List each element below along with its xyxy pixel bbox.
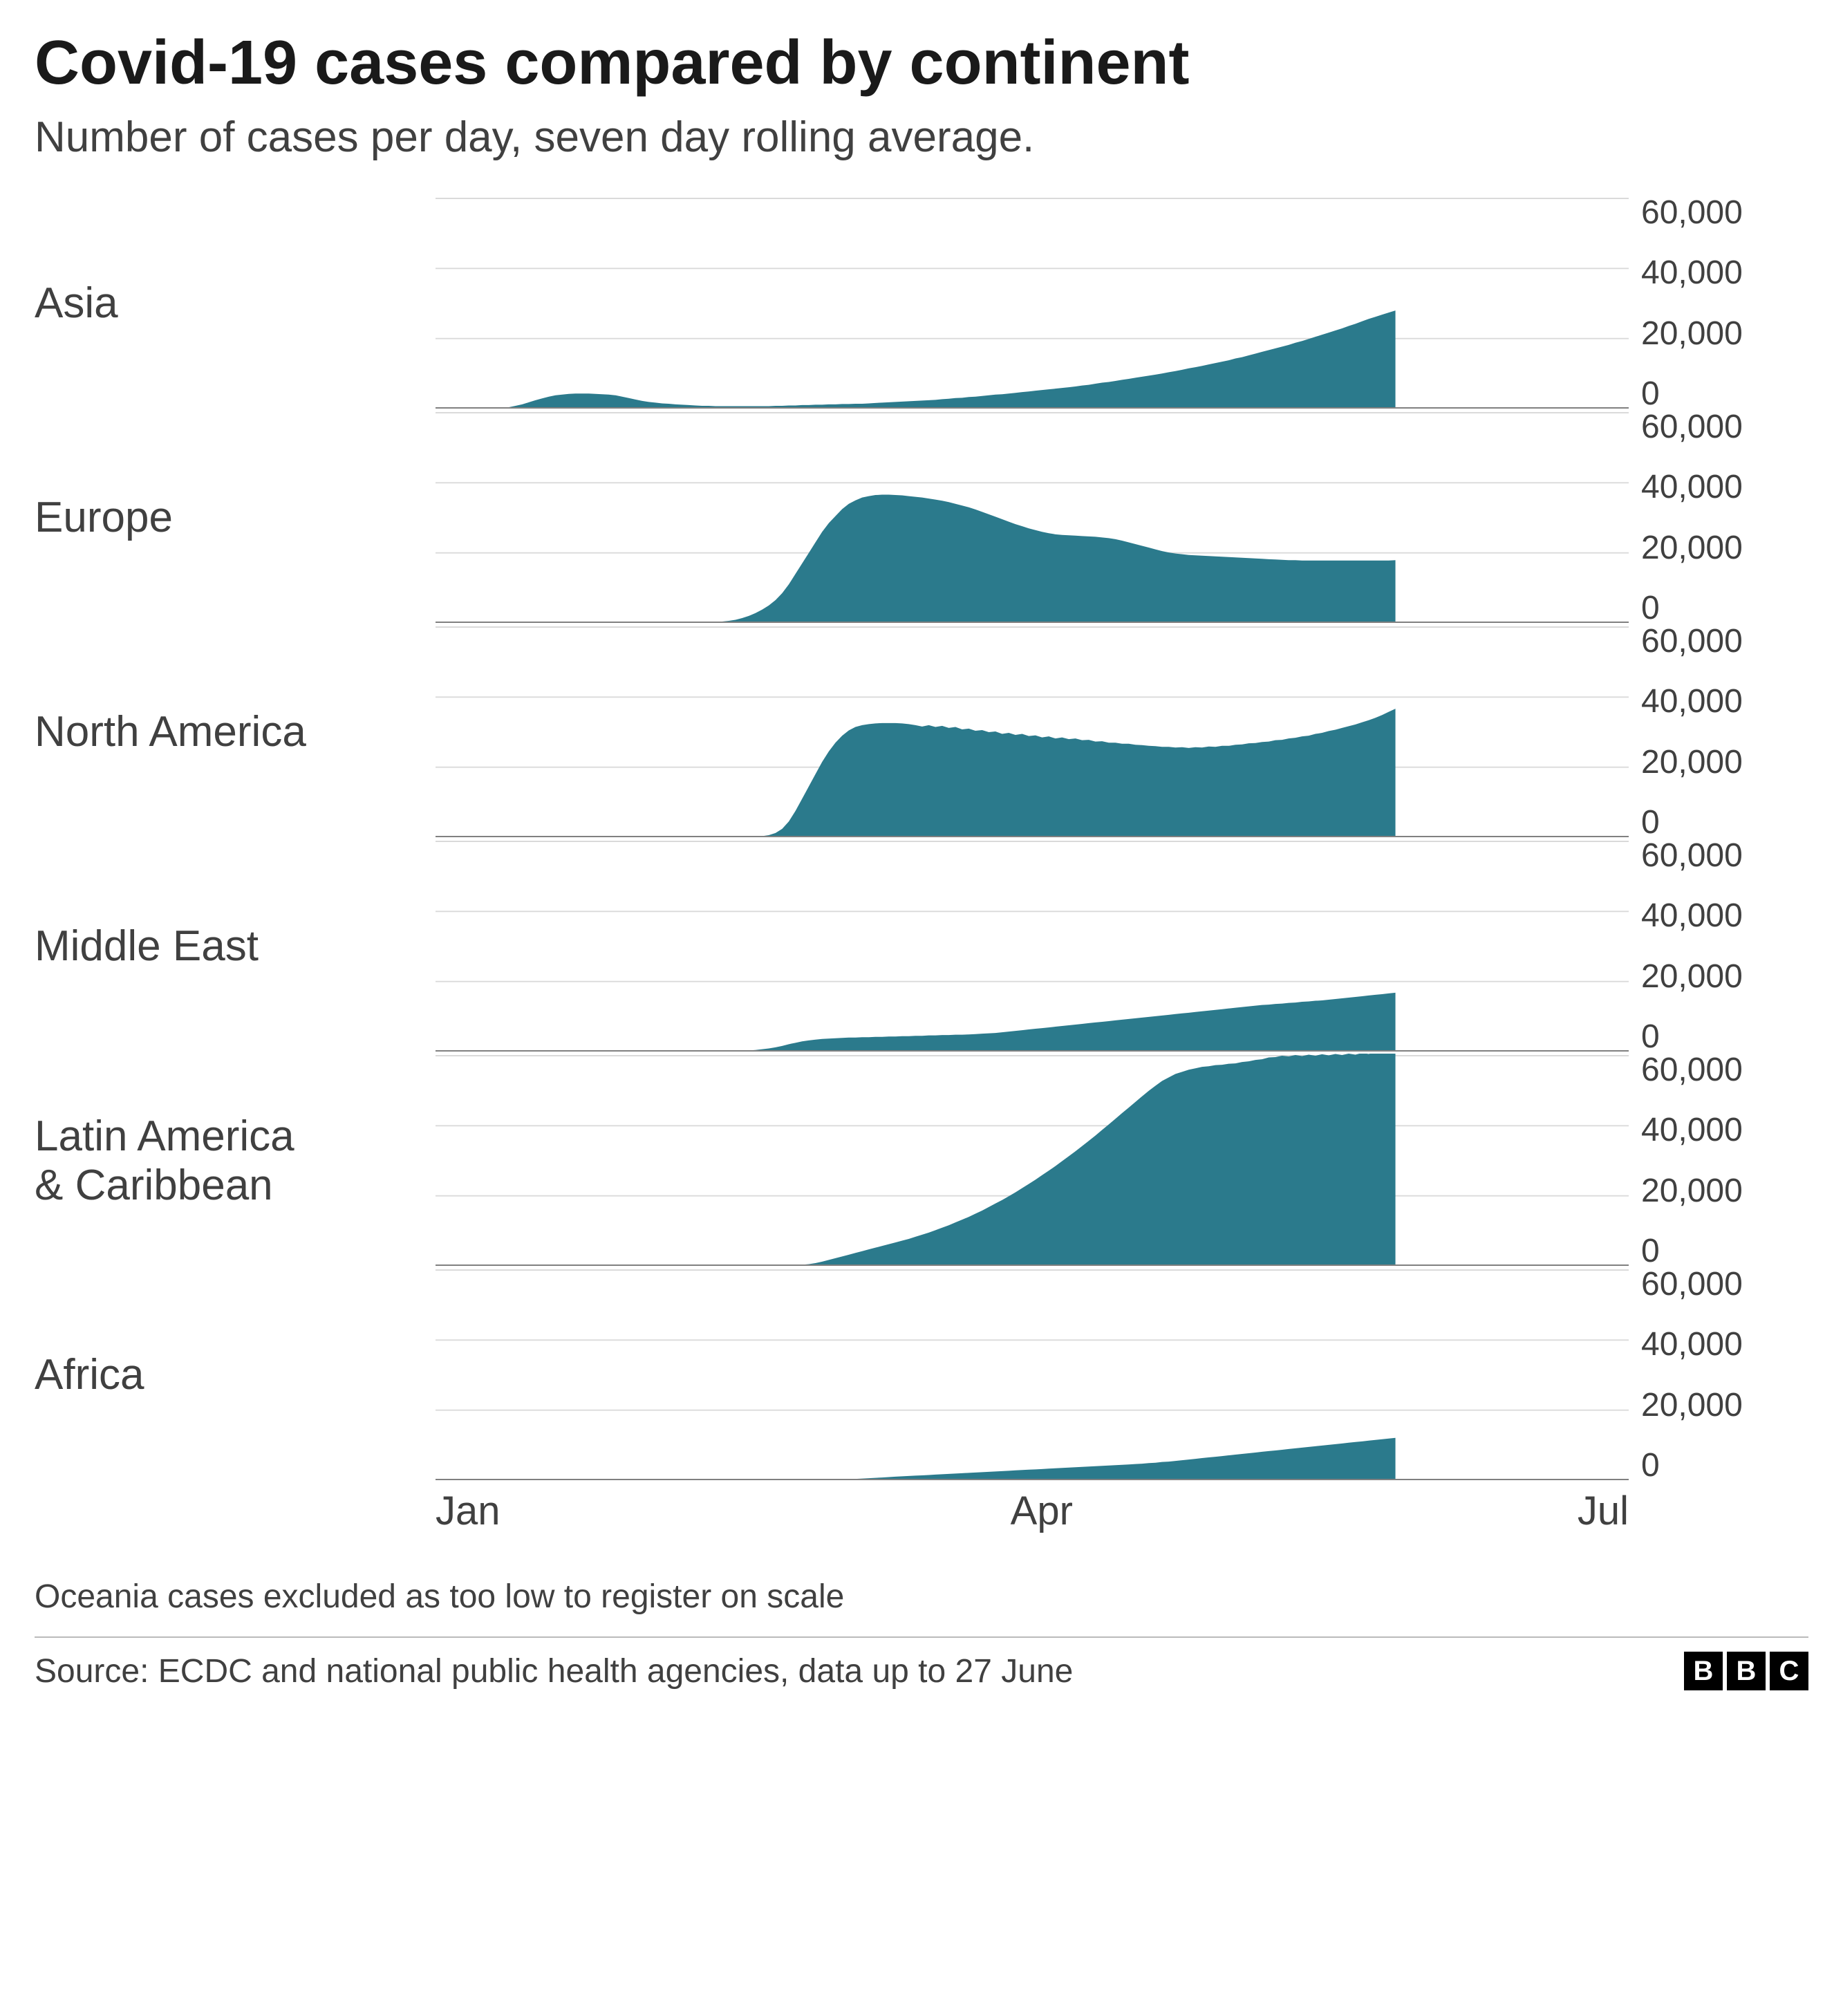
chart-row: Asia 60,000 40,000 20,000 0	[35, 196, 1808, 411]
y-tick-label: 40,000	[1641, 471, 1808, 504]
y-tick-label: 0	[1641, 1235, 1808, 1268]
y-tick-label: 0	[1641, 592, 1808, 625]
chart-note: Oceania cases excluded as too low to reg…	[35, 1578, 1808, 1616]
y-tick-label: 40,000	[1641, 256, 1808, 290]
y-tick-label: 40,000	[1641, 1328, 1808, 1361]
chart-plot	[436, 625, 1629, 839]
x-tick-label: Jan	[436, 1488, 500, 1534]
footer-divider	[35, 1636, 1808, 1638]
y-axis-labels: 60,000 40,000 20,000 0	[1629, 1054, 1808, 1268]
chart-plot	[436, 839, 1629, 1054]
series-label: Asia	[35, 279, 436, 328]
y-tick-label: 20,000	[1641, 746, 1808, 779]
y-axis-labels: 60,000 40,000 20,000 0	[1629, 839, 1808, 1054]
chart-plot	[436, 196, 1629, 411]
y-tick-label: 0	[1641, 806, 1808, 839]
bbc-logo: BBC	[1684, 1652, 1808, 1690]
x-tick-label: Jul	[1578, 1488, 1629, 1534]
y-tick-label: 20,000	[1641, 532, 1808, 565]
series-label: Middle East	[35, 922, 436, 971]
y-tick-label: 20,000	[1641, 960, 1808, 993]
chart-subtitle: Number of cases per day, seven day rolli…	[35, 113, 1808, 162]
chart-title: Covid-19 cases compared by continent	[35, 28, 1808, 99]
y-tick-label: 0	[1641, 377, 1808, 411]
bbc-logo-block: C	[1770, 1652, 1808, 1690]
chart-row: Africa 60,000 40,000 20,000 0	[35, 1268, 1808, 1482]
y-tick-label: 60,000	[1641, 625, 1808, 658]
series-label: Europe	[35, 493, 436, 542]
y-tick-label: 60,000	[1641, 196, 1808, 230]
chart-footer: Source: ECDC and national public health …	[35, 1652, 1808, 1690]
y-tick-label: 40,000	[1641, 1114, 1808, 1147]
y-tick-label: 60,000	[1641, 1054, 1808, 1087]
chart-plot	[436, 1054, 1629, 1268]
series-label: North America	[35, 707, 436, 756]
y-tick-label: 60,000	[1641, 1268, 1808, 1301]
charts-container: Asia 60,000 40,000 20,000 0 Europe 60,000 40,00…	[35, 196, 1808, 1536]
bbc-logo-block: B	[1684, 1652, 1723, 1690]
y-tick-label: 60,000	[1641, 411, 1808, 444]
series-label: Africa	[35, 1350, 436, 1399]
x-axis: Jan Apr Jul	[35, 1488, 1808, 1536]
x-axis-labels: Jan Apr Jul	[436, 1488, 1629, 1536]
y-tick-label: 40,000	[1641, 899, 1808, 933]
y-axis-labels: 60,000 40,000 20,000 0	[1629, 411, 1808, 625]
y-axis-labels: 60,000 40,000 20,000 0	[1629, 625, 1808, 839]
chart-row: Middle East 60,000 40,000 20,000 0	[35, 839, 1808, 1054]
chart-row: North America 60,000 40,000 20,000 0	[35, 625, 1808, 839]
y-tick-label: 20,000	[1641, 1175, 1808, 1208]
y-axis-labels: 60,000 40,000 20,000 0	[1629, 1268, 1808, 1482]
y-tick-label: 40,000	[1641, 685, 1808, 718]
y-tick-label: 60,000	[1641, 839, 1808, 872]
chart-plot	[436, 1268, 1629, 1482]
y-tick-label: 20,000	[1641, 1389, 1808, 1422]
series-label: Latin America& Caribbean	[35, 1112, 436, 1211]
y-tick-label: 0	[1641, 1449, 1808, 1482]
y-tick-label: 20,000	[1641, 317, 1808, 351]
y-axis-labels: 60,000 40,000 20,000 0	[1629, 196, 1808, 411]
chart-plot	[436, 411, 1629, 625]
chart-row: Europe 60,000 40,000 20,000 0	[35, 411, 1808, 625]
chart-row: Latin America& Caribbean 60,000 40,000 20,0…	[35, 1054, 1808, 1268]
x-tick-label: Apr	[1011, 1488, 1073, 1534]
bbc-logo-block: B	[1727, 1652, 1766, 1690]
source-text: Source: ECDC and national public health …	[35, 1652, 1073, 1690]
y-tick-label: 0	[1641, 1020, 1808, 1054]
